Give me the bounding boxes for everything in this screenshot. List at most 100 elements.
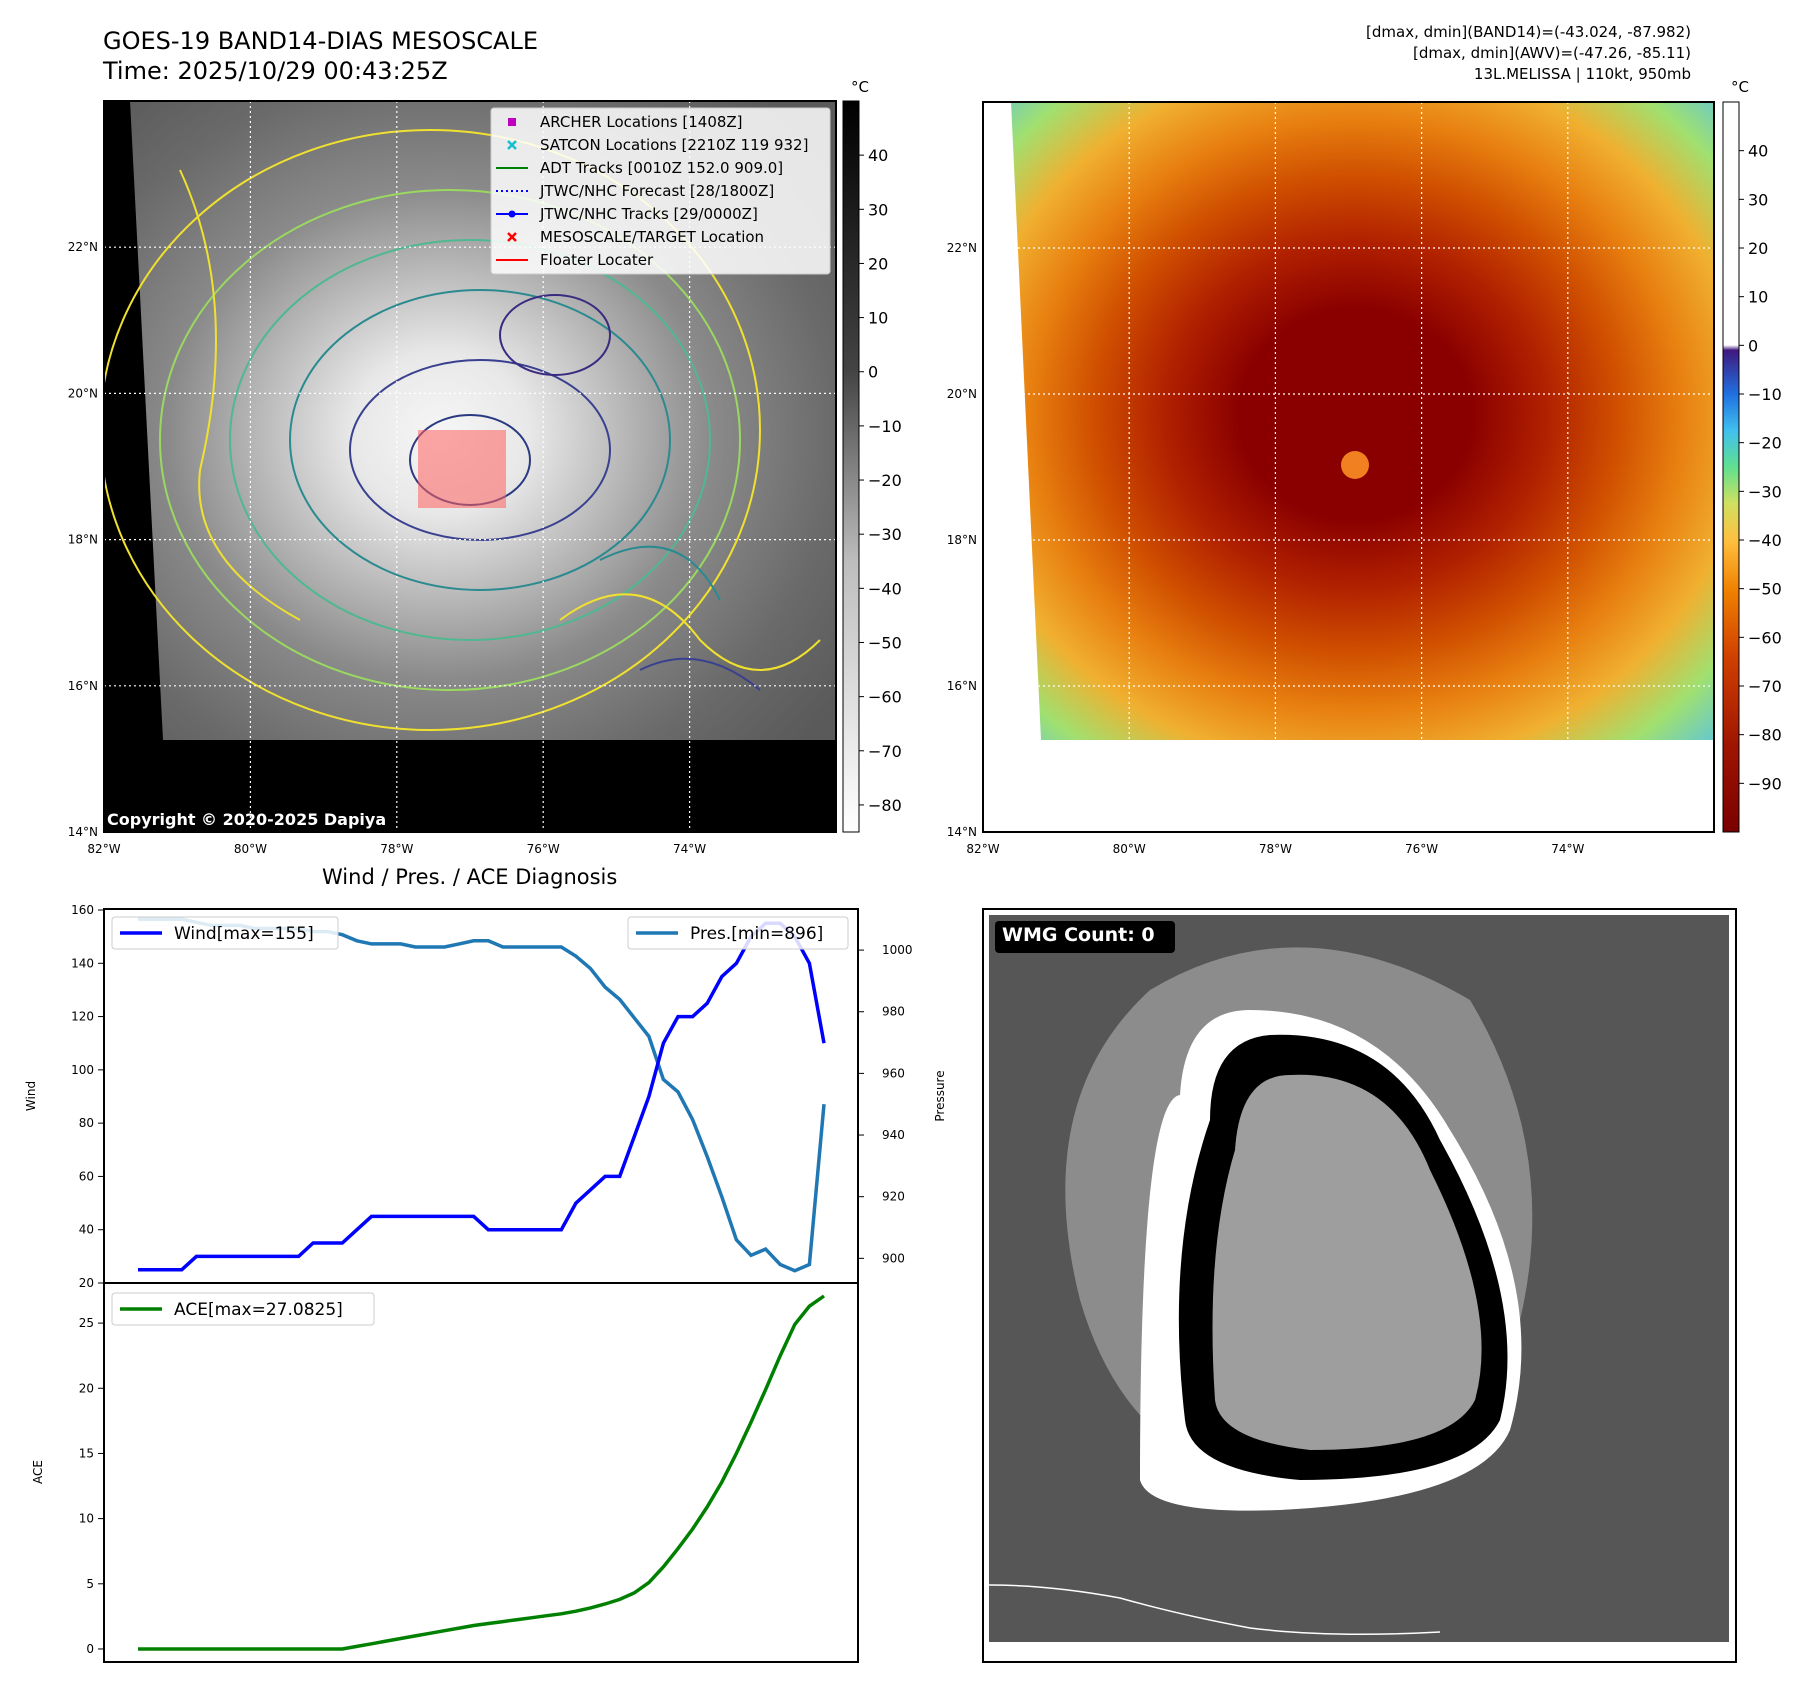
info-line3: 13L.MELISSA | 110kt, 950mb [1473,65,1691,83]
legend-item-label: ADT Tracks [0010Z 152.0 909.0] [540,159,783,177]
pressure-axis-tick-label: 900 [882,1251,905,1265]
colorbar-left-bar [842,100,860,833]
colorbar-left-tick-label: −30 [868,525,902,544]
pressure-axis-tick-label: 980 [882,1005,905,1019]
colorbar-right-tick-label: 20 [1748,239,1768,258]
legend-item-label: JTWC/NHC Tracks [29/0000Z] [539,205,758,223]
colorbar-right-unit: °C [1731,78,1749,96]
map-left-lat-label: 14°N [68,825,98,839]
info-line2: [dmax, dmin](AWV)=(-47.26, -85.11) [1412,44,1691,62]
map-left-lon-label: 74°W [673,842,706,856]
map-right-lon-label: 74°W [1551,842,1584,856]
map-left-lat-label: 22°N [68,240,98,254]
map-right-lat-label: 20°N [947,387,977,401]
diag-title: Wind / Pres. / ACE Diagnosis [322,865,618,889]
legend-item-label: Floater Locater [540,251,654,269]
wind-axis-tick-label: 60 [79,1169,94,1183]
wind-axis-tick-label: 140 [71,956,94,970]
copyright-text: Copyright © 2020-2025 Dapiya [107,810,387,829]
colorbar-left-tick-label: −80 [868,796,902,815]
colorbar-right-tick-label: −30 [1748,482,1782,501]
wind-series-line [138,921,826,1272]
wind-axis-tick-label: 160 [71,903,94,917]
floater-box [418,430,506,508]
colorbar-left-tick-label: −60 [868,688,902,707]
pressure-axis-label: Pressure [933,1070,947,1121]
legend-marker-x [507,140,517,150]
ace-axis-tick-label: 10 [79,1512,94,1526]
wind-axis-tick-label: 20 [79,1276,94,1290]
colorbar-right-tick-label: −20 [1748,434,1782,453]
ace-axis-tick-label: 5 [86,1577,94,1591]
legend-marker-dot [508,210,516,218]
colorbar-right-tick-label: −60 [1748,628,1782,647]
ace-axis-tick-label: 20 [79,1381,94,1395]
map-right-lon-label: 80°W [1113,842,1146,856]
colorbars-layer: 40 30 20 10 0 −10 −20 −30 −40 −50 −60 −70 −80 40 30 20 1… [842,100,1782,833]
colorbar-left-tick-label: 10 [868,309,888,328]
wind-legend-label: Wind[max=155] [174,924,314,944]
map-right-lat-label: 14°N [947,825,977,839]
colorbar-left-unit: °C [851,78,869,96]
map-right-lon-label: 78°W [1259,842,1292,856]
ace-axes-frame [103,1282,859,1663]
map-right-lat-label: 22°N [947,241,977,255]
wmg-label-bg [995,921,1175,953]
legend-item-label: ARCHER Locations [1408Z] [540,113,743,131]
awv-satellite-image [1011,102,1714,740]
ace-legend-box [111,1292,375,1326]
map-right-lon-label: 76°W [1405,842,1438,856]
pressure-legend-label: Pres.[min=896] [690,924,823,944]
colorbar-left-tick-label: 20 [868,254,888,273]
wmg-eye-region [1212,1074,1482,1450]
colorbar-right-tick-label: −40 [1748,531,1782,550]
legend-item-label: JTWC/NHC Forecast [28/1800Z] [539,182,774,200]
wind-axis-tick-label: 40 [79,1223,94,1237]
map-right-lat-label: 18°N [947,533,977,547]
title-line1: GOES-19 BAND14-DIAS MESOSCALE [103,27,539,55]
wind-axis-label: Wind [24,1081,38,1111]
colorbar-right-tick-label: −10 [1748,385,1782,404]
title-line2: Time: 2025/10/29 00:43:25Z [103,57,448,85]
diag-chart: 160140120100806040201000980960940920900W… [24,903,947,1663]
pressure-axis-tick-label: 1000 [882,943,913,957]
colorbar-right-bar [1722,101,1740,833]
colorbar-left-tick-label: 0 [868,363,878,382]
legend-marker-x [507,232,517,242]
awv-map-right [983,102,1714,832]
wind-axis-tick-label: 100 [71,1063,94,1077]
colorbar-left-tick-label: 30 [868,200,888,219]
colorbar-left-tick-label: −20 [868,471,902,490]
legend-item-label: SATCON Locations [2210Z 119 932] [540,136,808,154]
map-left-lat-label: 20°N [68,386,98,400]
ace-legend-label: ACE[max=27.0825] [174,1300,343,1320]
pressure-axis-tick-label: 940 [882,1128,905,1142]
map-legend: ARCHER Locations [1408Z] SATCON Locations… [490,107,831,275]
map-left-lat-label: 16°N [68,679,98,693]
wind-axes-frame [103,908,859,1284]
wmg-panel [982,908,1737,1663]
colorbar-left-tick-label: −50 [868,633,902,652]
ace-axis-tick-label: 25 [79,1316,94,1330]
colorbar-left-tick-label: −40 [868,579,902,598]
colorbar-right-tick-label: −50 [1748,580,1782,599]
colorbar-right-tick-label: −80 [1748,726,1782,745]
colorbar-right-tick-label: 10 [1748,288,1768,307]
ace-axis-tick-label: 15 [79,1446,94,1460]
info-line1: [dmax, dmin](BAND14)=(-43.024, -87.982) [1366,23,1691,41]
legend-item-label: MESOSCALE/TARGET Location [540,228,764,246]
pressure-axis-tick-label: 920 [882,1190,905,1204]
map-left-lat-label: 18°N [68,533,98,547]
colorbar-right-tick-label: 0 [1748,336,1758,355]
map-left-lon-label: 78°W [380,842,413,856]
pressure-legend-box [627,916,849,950]
colorbar-right-tick-label: −90 [1748,774,1782,793]
map-left-lon-label: 76°W [527,842,560,856]
pressure-axis-tick-label: 960 [882,1066,905,1080]
legend-marker-square [508,118,516,126]
map-left-lon-label: 80°W [234,842,267,856]
colorbar-left-tick-label: −70 [868,742,902,761]
wind-axis-tick-label: 120 [71,1010,94,1024]
map-left-frame [103,100,837,833]
map-left-lon-label: 82°W [87,842,120,856]
